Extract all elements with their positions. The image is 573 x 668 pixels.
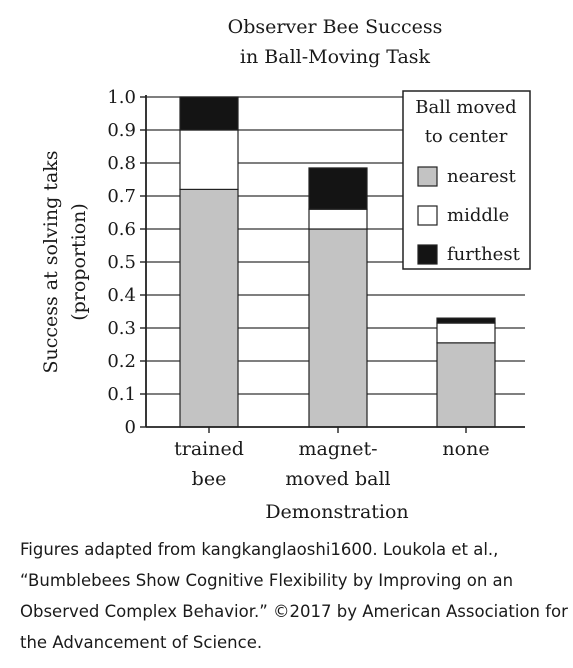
y-tick-label: 0.4: [107, 285, 136, 306]
bar-furthest-2: [436, 317, 496, 324]
chart-title: Observer Bee Success in Ball-Moving Task: [228, 16, 443, 68]
y-tick-label: 0.9: [107, 120, 136, 141]
x-axis-label: Demonstration: [265, 501, 408, 523]
bar-nearest-0: [179, 188, 239, 428]
y-axis-label-line-1: Success at solving taks: [40, 150, 62, 373]
caption-line-2: “Bumblebees Show Cognitive Flexibility b…: [20, 571, 514, 590]
y-tick-label: 0.3: [107, 318, 136, 339]
legend-title-line: to center: [425, 126, 508, 147]
x-tick-label: bee: [192, 468, 227, 490]
legend-title-line: Ball moved: [415, 97, 516, 118]
legend-swatch-middle: [417, 205, 438, 226]
x-axis-ticks: trained bee magnet-moved ball none: [174, 427, 490, 490]
bar-middle-2: [436, 322, 496, 344]
caption-line-1: Figures adapted from kangkanglaoshi1600.…: [20, 540, 499, 559]
stacked-bar-chart: Observer Bee Success in Ball-Moving Task…: [40, 16, 531, 523]
bar-middle-0: [179, 129, 239, 191]
y-tick-label: 0.8: [107, 153, 136, 174]
x-tick-label: magnet-: [298, 438, 377, 460]
y-tick-label: 1.0: [107, 87, 136, 108]
legend-label-middle: middle: [447, 205, 509, 226]
caption-line-3: Observed Complex Behavior.” ©2017 by Ame…: [20, 602, 568, 621]
legend-swatch-furthest: [417, 244, 438, 265]
legend-label-furthest: furthest: [447, 244, 521, 265]
y-axis-label-line-2: (proportion): [68, 203, 90, 321]
y-tick-label: 0.5: [107, 252, 136, 273]
x-tick-label: moved ball: [285, 468, 390, 490]
bar-furthest-1: [308, 167, 368, 210]
y-tick-label: 0.2: [107, 351, 136, 372]
x-tick-label: none: [442, 438, 489, 460]
legend-swatch-nearest: [417, 166, 438, 187]
y-tick-label: 0.1: [107, 384, 136, 405]
figure-caption: Figures adapted from kangkanglaoshi1600.…: [20, 534, 568, 658]
bars: [179, 96, 496, 428]
y-tick-label: 0.6: [107, 219, 136, 240]
chart-title-line-1: Observer Bee Success: [228, 16, 443, 38]
bar-furthest-0: [179, 96, 239, 131]
y-tick-label: 0.7: [107, 186, 136, 207]
bar-nearest-1: [308, 228, 368, 428]
y-axis-ticks: 0 0.1 0.2 0.3 0.4 0.5 0.6 0.7 0.8 0.9 1.0: [107, 87, 146, 438]
chart-title-line-2: in Ball-Moving Task: [240, 46, 431, 68]
x-tick-label: trained: [174, 438, 244, 460]
caption-line-4: the Advancement of Science.: [20, 633, 263, 652]
legend-label-nearest: nearest: [447, 166, 516, 187]
bar-nearest-2: [436, 342, 496, 428]
bar-middle-1: [308, 208, 368, 230]
legend: Ball moved to center nearest middle furthest: [402, 90, 531, 270]
y-axis-label: Success at solving taks (proportion): [40, 150, 90, 373]
y-tick-label: 0: [125, 417, 136, 438]
